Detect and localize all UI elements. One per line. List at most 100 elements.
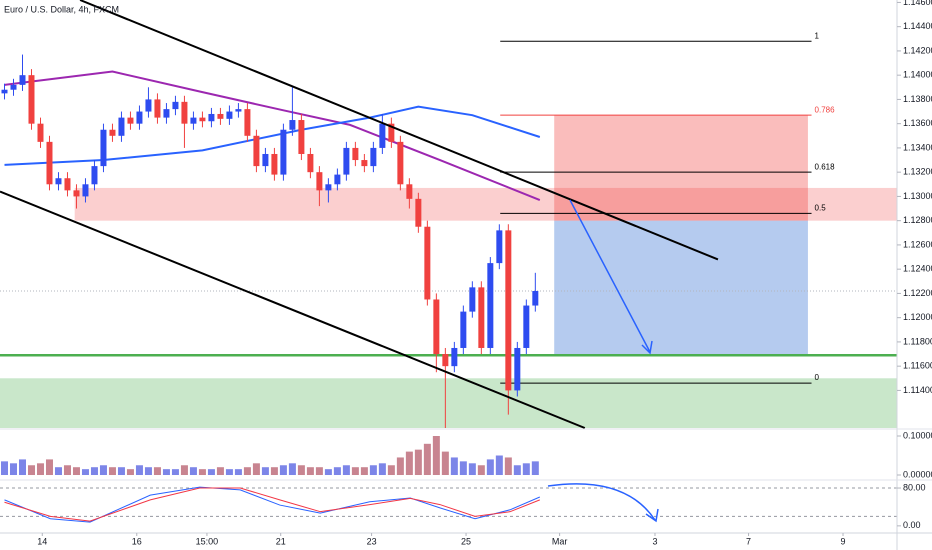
candle-body	[361, 160, 368, 167]
zone	[0, 378, 897, 428]
candle-body	[46, 141, 53, 185]
candle-body	[334, 174, 341, 185]
volume-bar	[117, 467, 125, 476]
candle-body	[73, 190, 80, 197]
candle-body	[523, 305, 530, 348]
y-tick-label: 0.00000	[903, 469, 932, 479]
volume-bar	[171, 469, 179, 476]
candle-body	[460, 311, 467, 348]
y-tick-label: 1.14200	[903, 45, 932, 55]
fib-label: 0	[815, 373, 820, 382]
x-tick-label: 3	[652, 536, 657, 546]
candle-body	[136, 111, 143, 124]
volume-bar	[387, 465, 395, 476]
volume-bar	[144, 467, 152, 476]
fib-label: 0.5	[815, 204, 827, 213]
volume-bar	[162, 469, 170, 476]
volume-bar	[288, 463, 296, 476]
y-tick-label: 1.11800	[903, 336, 932, 346]
candle-body	[298, 120, 305, 154]
volume-bar	[432, 436, 440, 476]
candle-body	[199, 117, 206, 122]
volume-bar	[306, 467, 314, 476]
candle-body	[19, 75, 26, 85]
candle-body	[415, 198, 422, 227]
volume-bar	[342, 465, 350, 476]
y-tick-label: 1.12200	[903, 288, 932, 298]
volume-bar	[486, 459, 494, 476]
y-tick-label: 1.12800	[903, 215, 932, 225]
candle-body	[280, 129, 287, 175]
candle-body	[352, 147, 359, 161]
y-tick-label: 0.00	[903, 520, 921, 530]
volume-bar	[63, 465, 71, 476]
volume-bar	[450, 457, 458, 476]
volume-bar	[279, 465, 287, 476]
volume-bar	[135, 465, 143, 476]
fib-label: 0.618	[815, 162, 836, 171]
candle-body	[55, 178, 62, 185]
volume-bar	[297, 465, 305, 476]
volume-bar	[261, 467, 269, 476]
volume-bar	[495, 455, 503, 476]
volume-bar	[405, 451, 413, 476]
moving-average	[4, 70, 541, 201]
candle-body	[100, 129, 107, 167]
y-tick-label: 1.14600	[903, 0, 932, 7]
candle-body	[307, 153, 314, 173]
candle-body	[37, 123, 44, 142]
candle-body	[379, 123, 386, 148]
candle-body	[244, 109, 251, 136]
fib-label: 0.786	[815, 105, 836, 114]
volume-bar	[207, 469, 215, 476]
volume-bar	[81, 469, 89, 476]
trendline	[0, 190, 586, 429]
candle-body	[316, 172, 323, 191]
volume-bar	[198, 469, 206, 476]
volume-bar	[378, 463, 386, 476]
volume-bar	[531, 461, 539, 476]
candle-body	[424, 226, 431, 300]
candle-body	[145, 99, 152, 112]
y-tick-label: 1.12000	[903, 312, 932, 322]
volume-bar	[270, 467, 278, 476]
y-tick-label: 1.13000	[903, 191, 932, 201]
candle-body	[370, 147, 377, 167]
candle-body	[208, 113, 215, 122]
candle-body	[118, 117, 125, 136]
volume-bar	[468, 463, 476, 476]
y-tick-label: 1.12600	[903, 239, 932, 249]
volume-bar	[333, 467, 341, 476]
candle-body	[406, 184, 413, 199]
y-tick-label: 1.13600	[903, 118, 932, 128]
volume-bar	[36, 463, 44, 476]
volume-bar	[225, 469, 233, 476]
candle-body	[109, 129, 116, 136]
candle-body	[10, 84, 17, 90]
volume-bar	[414, 449, 422, 476]
trendline	[79, 0, 719, 261]
chart-title: Euro / U.S. Dollar, 4h, FXCM	[4, 4, 119, 14]
candle-body	[505, 230, 512, 391]
volume-bar	[180, 465, 188, 476]
x-tick-label: 25	[461, 536, 471, 546]
candle-body	[388, 123, 395, 142]
candle-body	[487, 263, 494, 348]
candle-body	[91, 166, 98, 185]
volume-bar	[351, 467, 359, 476]
x-tick-label: 14	[37, 536, 47, 546]
oscillator-line	[4, 487, 541, 522]
volume-bar	[153, 467, 161, 476]
candle-body	[226, 111, 233, 119]
moving-average	[4, 105, 541, 166]
volume-bar	[9, 463, 17, 476]
candle-body	[343, 147, 350, 175]
volume-bar	[126, 469, 134, 476]
volume-bar	[54, 467, 62, 476]
volume-bar	[90, 467, 98, 476]
arrow	[569, 199, 651, 353]
candle-body	[271, 153, 278, 175]
x-tick-label: 16	[132, 536, 142, 546]
